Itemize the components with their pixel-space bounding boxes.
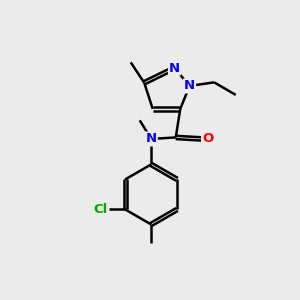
Text: N: N — [184, 80, 195, 92]
Text: O: O — [202, 132, 214, 146]
Text: Cl: Cl — [93, 203, 107, 216]
Text: N: N — [146, 132, 157, 146]
Text: N: N — [169, 61, 180, 74]
